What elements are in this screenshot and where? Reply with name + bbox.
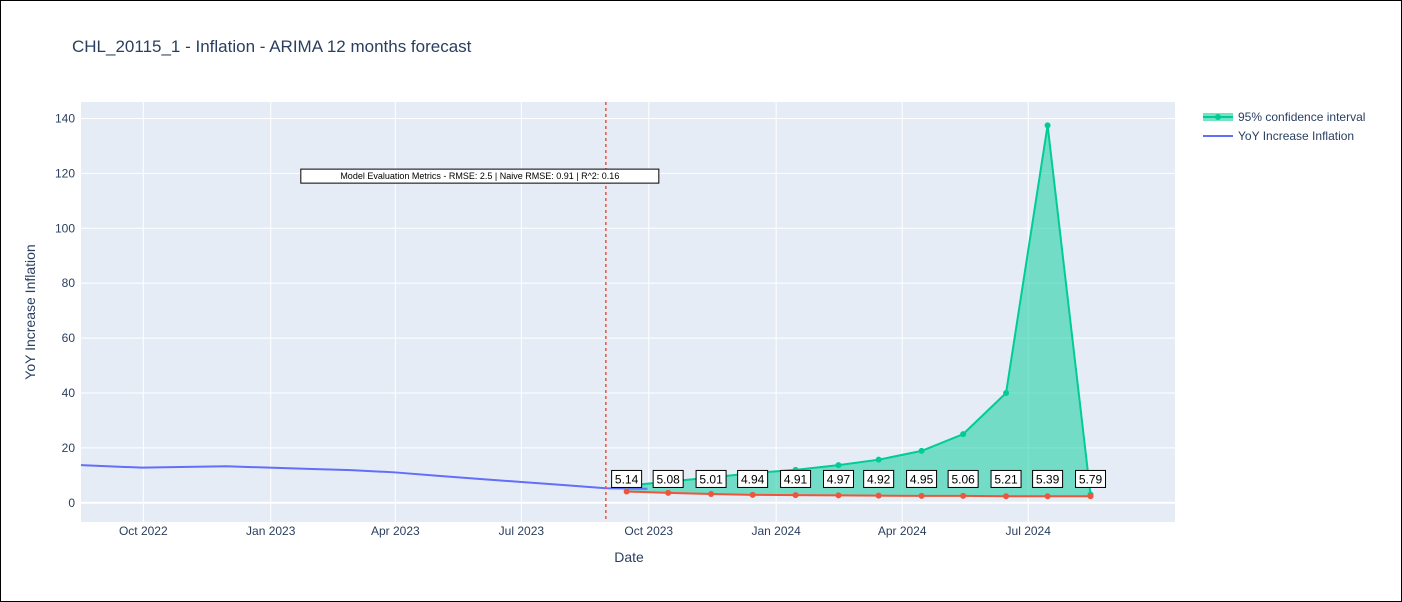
metrics-annotation-box <box>300 168 660 184</box>
data-label: 4.94 <box>741 472 765 486</box>
confidence-band-fill <box>626 125 1091 497</box>
confidence-upper-marker <box>1003 389 1010 396</box>
y-tick-label: 120 <box>55 166 75 180</box>
y-tick-label: 0 <box>68 496 75 510</box>
forecast-marker <box>708 491 715 497</box>
data-label: 4.92 <box>867 472 891 486</box>
yoy-inflation-line <box>80 464 648 490</box>
data-label: 4.95 <box>910 472 934 486</box>
x-tick-labels: Oct 2022 Jan 2023 Apr 2023 Jul 2023 Oct 2023… <box>119 524 1051 538</box>
data-label: 5.06 <box>951 472 975 486</box>
x-tick-label: Apr 2023 <box>371 524 420 538</box>
y-tick-label: 60 <box>62 331 76 345</box>
forecast-marker <box>1087 493 1094 500</box>
data-label-box <box>822 469 854 488</box>
legend[interactable]: 95% confidence interval YoY Increase Inf… <box>1203 110 1365 143</box>
legend-label-yoy-inflation: YoY Increase Inflation <box>1238 129 1354 143</box>
forecast-line <box>626 490 1091 498</box>
data-label: 5.21 <box>994 472 1018 486</box>
forecast-marker <box>1003 493 1010 500</box>
x-axis-title: Date <box>614 549 644 565</box>
data-labels-layer: 5.14 5.08 5.01 4.94 4.91 4.97 4.92 4.95 5.06 5.21… <box>611 469 1107 488</box>
forecast-marker <box>960 492 967 499</box>
x-tick-label: Oct 2022 <box>119 524 168 538</box>
data-label-box <box>947 469 979 488</box>
forecast-marker <box>918 492 925 499</box>
y-tick-label: 40 <box>62 386 76 400</box>
legend-label-confidence-interval: 95% confidence interval <box>1238 110 1365 124</box>
x-tick-label: Oct 2023 <box>624 524 673 538</box>
data-label: 5.08 <box>656 472 680 486</box>
metrics-annotation-text: Model Evaluation Metrics - RMSE: 2.5 | N… <box>340 171 619 181</box>
confidence-upper-marker <box>918 447 925 454</box>
x-tick-label: Jan 2023 <box>246 524 296 538</box>
data-label-box <box>906 469 938 488</box>
y-tick-label: 80 <box>62 276 76 290</box>
data-label-box <box>695 469 727 488</box>
data-label: 4.91 <box>784 472 808 486</box>
y-tick-label: 20 <box>62 441 76 455</box>
data-label-box <box>990 469 1022 488</box>
forecast-marker <box>665 489 672 496</box>
y-tick-labels: 0 20 40 60 80 100 120 140 <box>55 111 75 509</box>
forecast-marker <box>875 492 882 499</box>
confidence-upper-marker <box>960 431 967 438</box>
data-label-box <box>652 469 684 488</box>
chart-title: CHL_20115_1 - Inflation - ARIMA 12 month… <box>72 37 472 56</box>
forecast-marker <box>623 488 630 495</box>
data-label-box <box>780 469 812 488</box>
grid-layer <box>81 102 1175 522</box>
legend-item-confidence-interval[interactable]: 95% confidence interval <box>1203 110 1365 124</box>
y-tick-label: 100 <box>55 221 75 235</box>
confidence-upper-marker <box>875 456 882 463</box>
x-tick-label: Jan 2024 <box>751 524 801 538</box>
legend-item-yoy-inflation[interactable]: YoY Increase Inflation <box>1203 129 1354 143</box>
data-label: 5.01 <box>699 472 723 486</box>
forecast-marker <box>1044 493 1051 500</box>
confidence-upper-marker <box>835 462 842 469</box>
forecast-marker <box>835 492 842 499</box>
metrics-annotation: Model Evaluation Metrics - RMSE: 2.5 | N… <box>300 168 660 184</box>
x-tick-label: Jul 2024 <box>1006 524 1052 538</box>
data-label: 5.14 <box>615 472 639 486</box>
y-axis-title: YoY Increase Inflation <box>22 244 38 379</box>
data-label-box <box>1075 469 1107 488</box>
forecast-marker <box>749 491 756 498</box>
data-label-box <box>737 469 769 488</box>
confidence-upper-marker <box>1044 122 1051 129</box>
data-label-box <box>863 469 895 488</box>
legend-swatch-confidence-marker <box>1215 114 1221 120</box>
forecast-marker <box>792 492 799 499</box>
data-label: 4.97 <box>827 472 851 486</box>
x-tick-label: Jul 2023 <box>499 524 545 538</box>
data-label: 5.39 <box>1036 472 1060 486</box>
data-label-box <box>611 469 643 488</box>
x-tick-label: Apr 2024 <box>878 524 927 538</box>
data-label-box <box>1032 469 1064 488</box>
y-tick-label: 140 <box>55 111 75 125</box>
data-label: 5.79 <box>1079 472 1103 486</box>
